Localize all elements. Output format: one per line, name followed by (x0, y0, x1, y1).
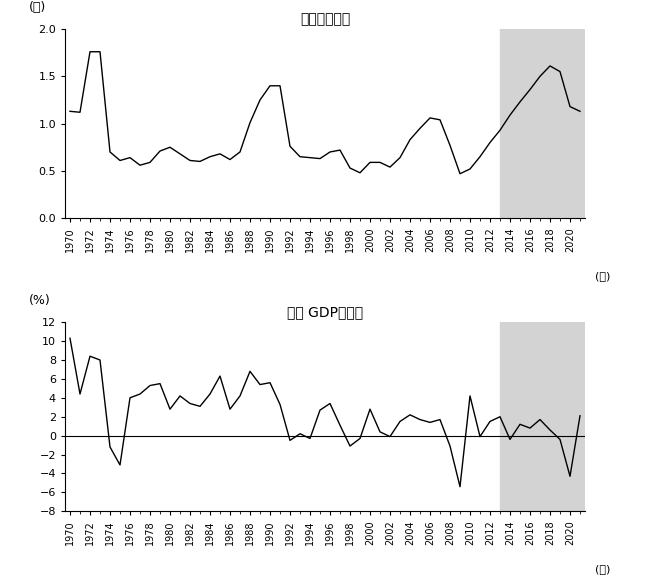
Text: (倍): (倍) (29, 1, 46, 14)
Text: (年): (年) (595, 564, 611, 574)
Bar (500, 29, 585, 218)
Title: 有効求人倍率: 有効求人倍率 (300, 13, 350, 27)
Text: (年): (年) (595, 271, 611, 281)
Text: (%): (%) (29, 294, 50, 307)
Bar (500, 322, 585, 511)
Title: 実質 GDP成長率: 実質 GDP成長率 (287, 306, 363, 320)
